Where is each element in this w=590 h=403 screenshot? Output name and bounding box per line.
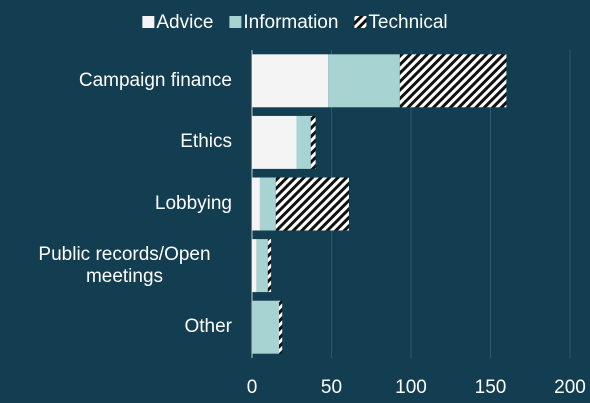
x-tick-label: 100 [395, 377, 427, 398]
y-tick-label: Public records/Open meetings [2, 238, 232, 294]
bar-segment [252, 54, 329, 108]
bar-segment [275, 177, 349, 231]
bar-segment [328, 54, 400, 108]
bar-segment [267, 239, 272, 293]
bar-segment [252, 239, 257, 293]
bar-segment [252, 177, 260, 231]
y-tick-label: Campaign finance [2, 53, 232, 109]
legend-swatch [229, 16, 242, 28]
category-text: Ethics [180, 131, 232, 153]
category-text: Campaign finance [78, 69, 232, 91]
bar-segment [256, 239, 268, 293]
legend-swatch [354, 16, 367, 28]
bar-segment [296, 115, 311, 169]
bar-segment [252, 115, 297, 169]
legend-label: Advice [156, 12, 213, 33]
category-text: Other [184, 316, 232, 338]
x-tick-label: 200 [554, 377, 586, 398]
bar-segment [399, 54, 507, 108]
x-tick-label: 0 [247, 377, 258, 398]
bar-segment [279, 300, 283, 354]
category-text: Public records/Open meetings [38, 243, 211, 287]
legend-label: Information [243, 12, 338, 33]
x-tick-label: 50 [321, 377, 342, 398]
y-tick-label: Other [2, 299, 232, 355]
bar-segment [259, 177, 276, 231]
legend-label: Technical [368, 12, 447, 33]
legend: Advice Information Technical [142, 12, 448, 33]
bar-segment [252, 300, 280, 354]
y-tick-label: Ethics [2, 114, 232, 170]
y-tick-label: Lobbying [2, 176, 232, 232]
x-tick-label: 150 [475, 377, 507, 398]
category-text: Lobbying [154, 193, 232, 214]
legend-swatch [142, 16, 155, 28]
bar-segment [310, 115, 316, 169]
